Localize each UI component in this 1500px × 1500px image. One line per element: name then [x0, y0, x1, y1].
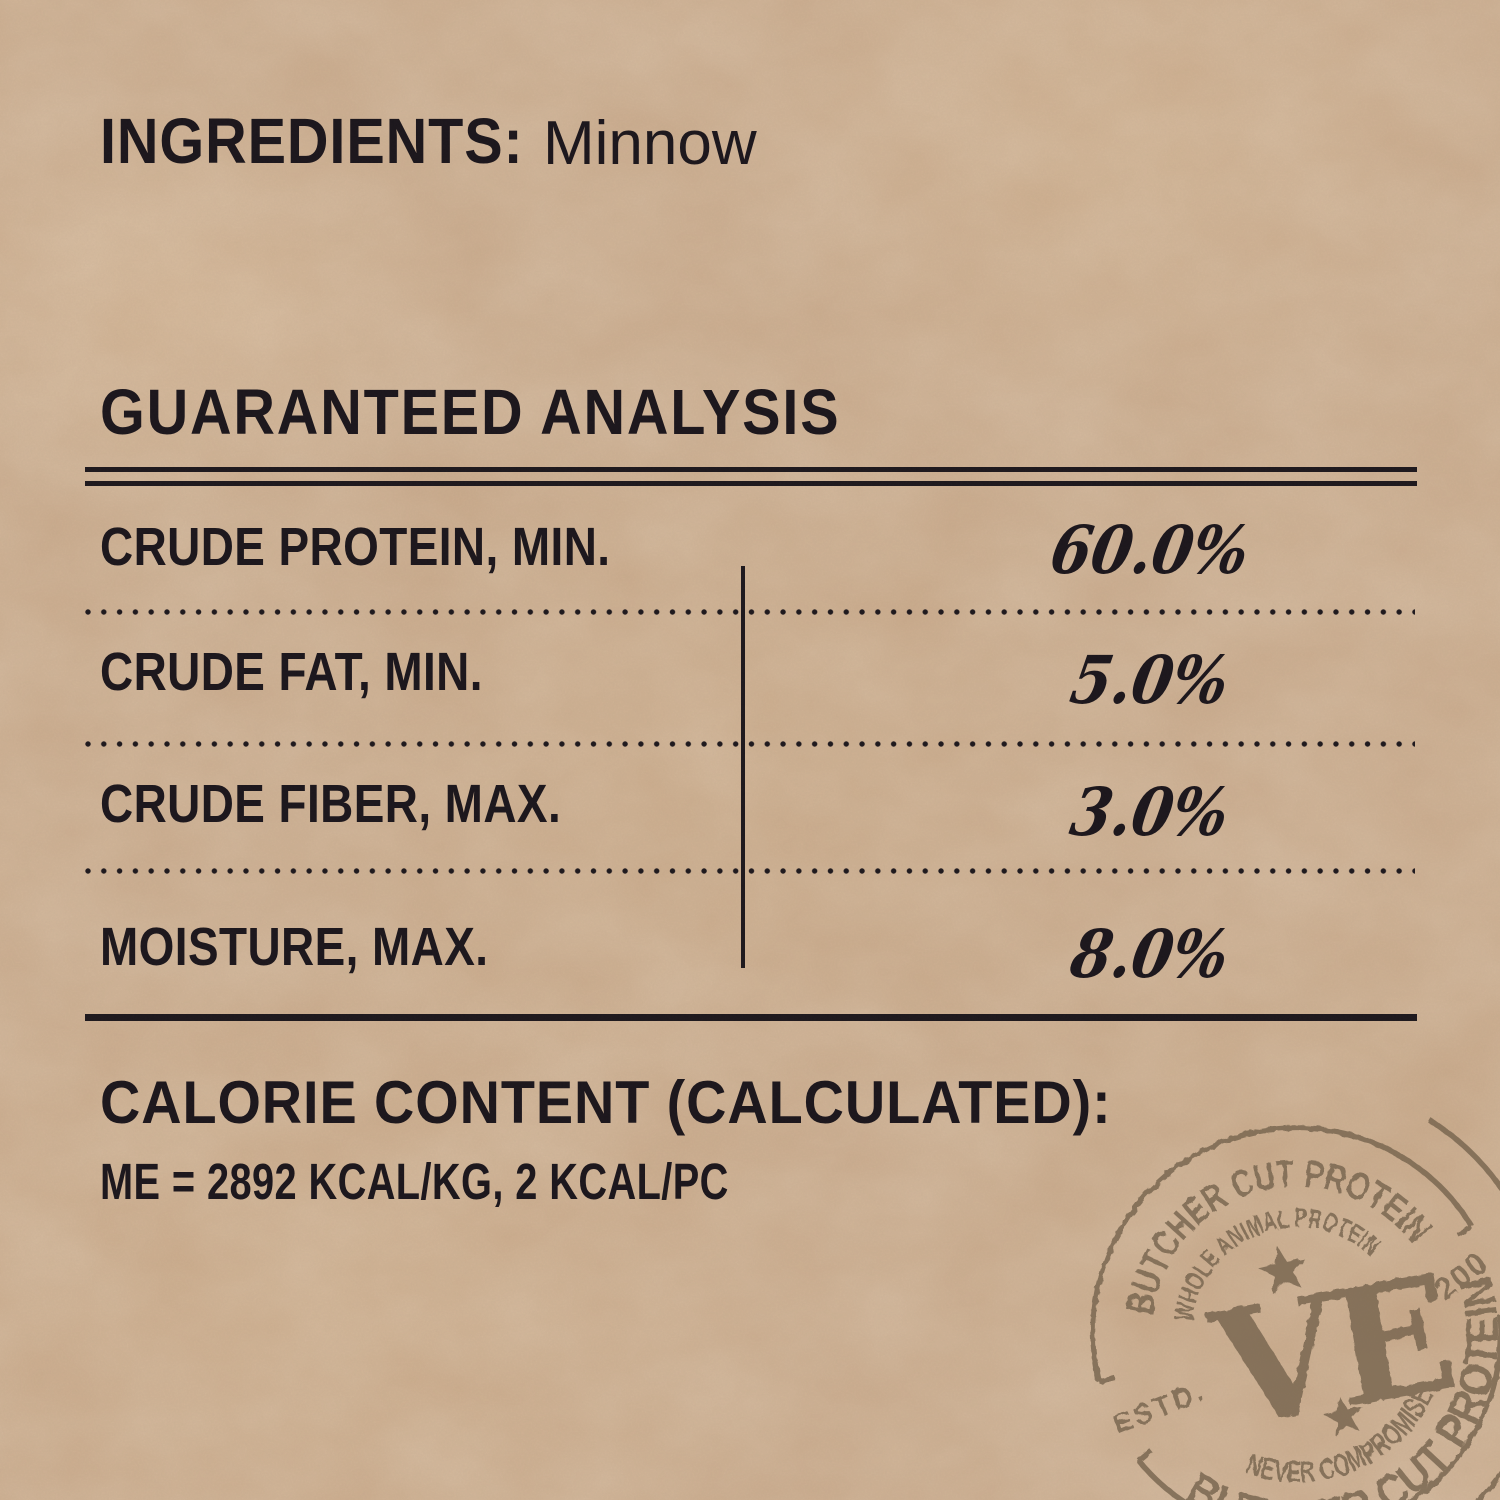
guaranteed-analysis-title-text: GUARANTEED ANALYSIS [100, 376, 841, 448]
table-row-label: CRUDE FAT, MIN. [100, 642, 483, 702]
ingredients-heading-text: INGREDIENTS: [100, 105, 524, 177]
table-bottom-rule [85, 1014, 1417, 1021]
ingredients-value: Minnow [543, 109, 757, 178]
table-row-value: 8.0% [1064, 915, 1235, 993]
calorie-content-value: ME = 2892 KCAL/KG, 2 KCAL/PC [100, 1156, 906, 1207]
table-row-value: 60.0% [1044, 511, 1256, 589]
table-row-label: MOISTURE, MAX. [100, 917, 489, 977]
table-column-divider [741, 566, 745, 968]
calorie-content-value-text: ME = 2892 KCAL/KG, 2 KCAL/PC [100, 1153, 729, 1210]
dotted-separator [85, 609, 1415, 615]
table-row-label: CRUDE FIBER, MAX. [100, 774, 562, 834]
table-row-label: CRUDE PROTEIN, MIN. [100, 517, 611, 577]
dotted-separator [85, 868, 1415, 874]
table-row-value: 5.0% [1064, 641, 1235, 719]
dotted-separator [85, 741, 1415, 747]
table-top-rule-1 [85, 467, 1417, 472]
guaranteed-analysis-title: GUARANTEED ANALYSIS [100, 380, 923, 444]
calorie-content-title-text: CALORIE CONTENT (CALCULATED): [100, 1069, 1112, 1136]
table-row-value: 3.0% [1064, 773, 1235, 851]
calorie-content-title: CALORIE CONTENT (CALCULATED): [100, 1073, 1188, 1133]
table-top-rule-2 [85, 481, 1417, 486]
ingredients-heading: INGREDIENTS: [100, 109, 571, 173]
